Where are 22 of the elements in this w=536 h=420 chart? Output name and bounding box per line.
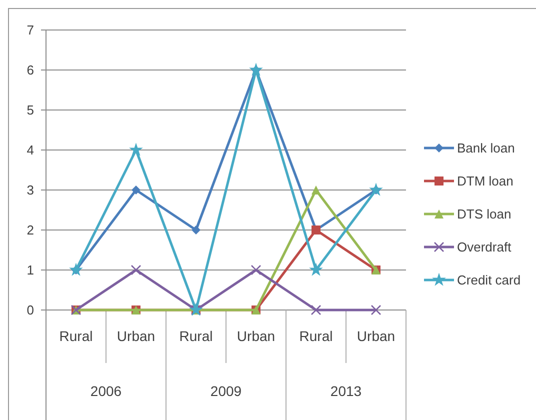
text: 2009 [210, 383, 242, 399]
legend-label: Overdraft [457, 240, 512, 255]
legend-label: DTM loan [457, 174, 514, 189]
x-tick-label: Urban [116, 328, 156, 344]
legend-label: Credit card [457, 272, 521, 288]
x-tick-label: Rural [179, 328, 213, 344]
y-tick-label: 5 [26, 102, 34, 118]
y-tick-label: 7 [26, 22, 34, 38]
y-tick-label: 3 [26, 182, 34, 198]
legend-label: DTS loan [457, 206, 512, 222]
x-tick-label: Rural [59, 328, 93, 344]
y-tick-label: 1 [26, 262, 34, 278]
y-tick-label: 0 [26, 302, 34, 318]
y-tick-label: 6 [26, 62, 34, 78]
y-tick-label: 2 [26, 222, 34, 238]
legend-label: Bank loan [457, 140, 515, 156]
text: 2013 [330, 383, 362, 399]
x-tick-label: Urban [236, 328, 276, 344]
x-tick-label: Urban [356, 328, 396, 344]
x-tick-label: Rural [299, 328, 333, 344]
text: 2006 [90, 383, 122, 399]
y-tick-label: 4 [26, 142, 34, 158]
